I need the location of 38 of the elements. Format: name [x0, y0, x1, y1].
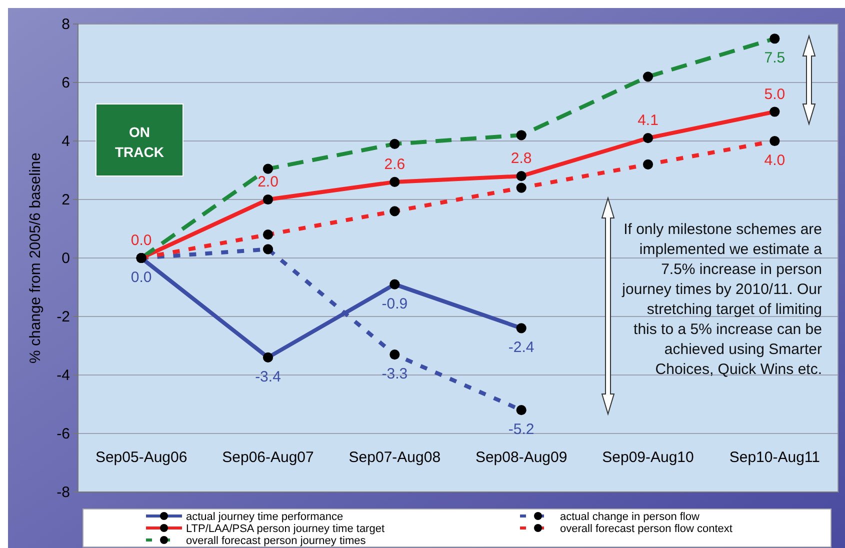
y-tick-label: 0 [62, 250, 70, 267]
annotation: ON TRACK [115, 124, 164, 160]
y-tick-label: 2 [62, 191, 70, 208]
y-axis-title: % change from 2005/6 baseline [27, 152, 44, 364]
y-tick-label: -4 [56, 366, 70, 384]
data-label: 2.8 [510, 150, 532, 168]
x-tick-label: Sep06-Aug07 [222, 449, 314, 466]
x-tick-label: Sep08-Aug09 [475, 449, 568, 466]
legend-label: actual journey time performance [186, 511, 344, 523]
data-label: 2.6 [384, 156, 406, 173]
data-label: 4.1 [638, 112, 658, 130]
data-label: -0.9 [382, 295, 408, 312]
data-label: 5.0 [764, 86, 786, 103]
legend-label: actual change in person flow [560, 511, 700, 523]
x-tick-label: Sep10-Aug11 [729, 449, 820, 466]
y-tick-label: -2 [56, 308, 70, 326]
x-tick-label: Sep05-Aug06 [95, 449, 188, 466]
data-label: -2.4 [508, 339, 534, 356]
legend-label: overall forecast person flow context [560, 523, 732, 535]
data-label: -3.3 [382, 366, 408, 383]
legend-label: overall forecast person journey times [186, 535, 366, 547]
x-tick-label: Sep09-Aug10 [602, 449, 694, 466]
data-label: 0.0 [130, 232, 152, 249]
y-tick-label: 8 [62, 16, 70, 33]
y-tick-label: 6 [62, 74, 70, 92]
y-tick-label: -6 [56, 425, 70, 442]
status-box: ON TRACK [96, 104, 184, 176]
data-label: 2.0 [258, 174, 278, 190]
data-label: 4.0 [764, 152, 786, 169]
y-tick-label: -8 [56, 484, 70, 501]
data-label: -3.4 [255, 368, 281, 386]
data-label: 7.5 [764, 50, 786, 67]
data-label: 0.0 [130, 269, 152, 286]
annotation: If only milestone schemes are implemented we estimate a 7.5% increase in person journey times by 2010/11. Our stretching target of limiting this to a 5% increase can be achieved using Smarter Choices, Quick Wins etc. [621, 221, 823, 378]
x-tick-label: Sep07-Aug08 [348, 449, 441, 466]
y-tick-label: 4 [62, 132, 70, 150]
data-label: -5.2 [508, 421, 534, 438]
legend-label: LTP/LAA/PSA person journey time target [186, 523, 385, 535]
